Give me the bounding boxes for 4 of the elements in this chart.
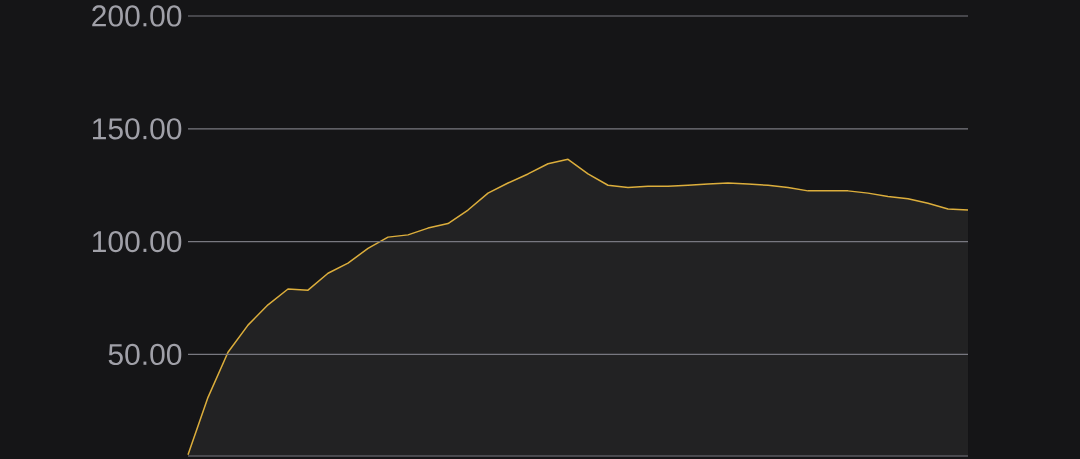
y-tick-label: 50.00: [108, 343, 182, 366]
y-tick-label: 150.00: [93, 118, 182, 140]
y-tick-label: 200.00: [92, 5, 182, 27]
y-tick-label: 100.00: [93, 231, 182, 253]
